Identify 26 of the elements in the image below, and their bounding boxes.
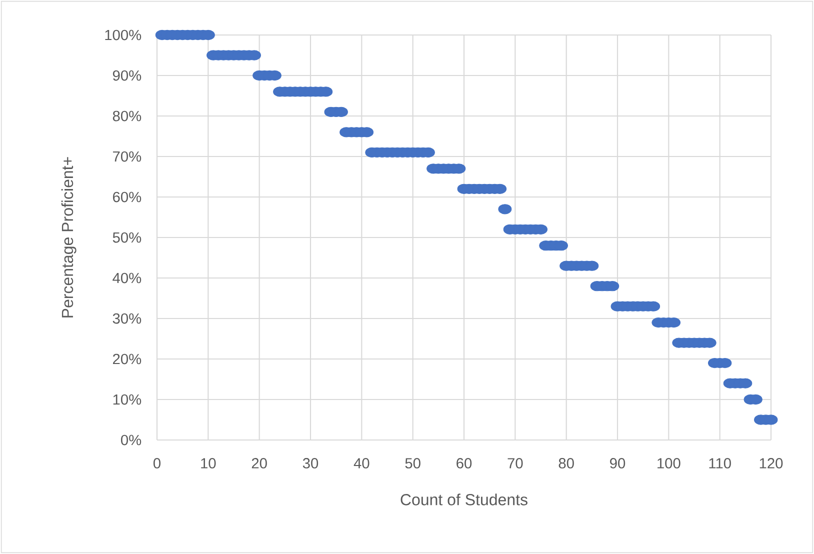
x-tick-label: 120 <box>760 458 783 468</box>
x-tick-label: 30 <box>302 458 318 468</box>
y-tick-label: 80% <box>112 110 142 122</box>
x-tick-label: 40 <box>354 458 370 468</box>
y-tick-label: 10% <box>113 394 142 405</box>
y-tick-label: 100% <box>105 30 142 40</box>
x-tick-label: 80 <box>558 458 574 468</box>
x-tick-label: 20 <box>252 458 267 468</box>
y-tick-label: 0% <box>120 434 142 446</box>
x-tick-label: 90 <box>610 458 626 468</box>
x-axis-title: Count of Students <box>400 494 528 506</box>
y-tick-label: 50% <box>112 232 142 243</box>
y-tick-label: 30% <box>112 313 142 324</box>
y-axis-title: Percentage Proficient+ <box>61 157 76 318</box>
y-tick-label: 70% <box>113 151 142 162</box>
y-tick-label: 90% <box>112 70 142 81</box>
y-tick-label: 60% <box>113 192 142 202</box>
x-tick-label: 0 <box>153 458 160 468</box>
x-tick-label: 70 <box>508 458 523 468</box>
y-tick-label: 20% <box>113 354 142 364</box>
x-tick-label: 50 <box>405 458 420 468</box>
x-tick-label: 100 <box>658 458 680 468</box>
x-tick-label: 110 <box>709 458 731 468</box>
y-tick-label: 40% <box>112 272 142 284</box>
x-tick-label: 10 <box>201 458 216 468</box>
x-tick-label: 60 <box>456 458 472 468</box>
